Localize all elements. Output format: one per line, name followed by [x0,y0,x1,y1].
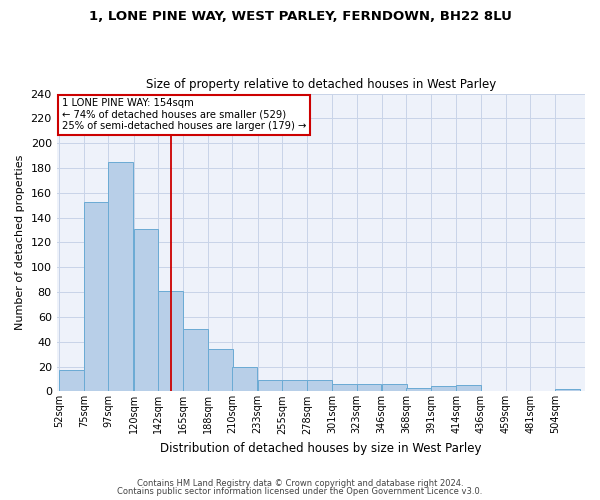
Bar [84,202,109,392]
Bar [406,388,431,392]
Text: Contains HM Land Registry data © Crown copyright and database right 2024.: Contains HM Land Registry data © Crown c… [137,478,463,488]
Bar [158,291,182,392]
Text: 1, LONE PINE WAY, WEST PARLEY, FERNDOWN, BH22 8LU: 1, LONE PINE WAY, WEST PARLEY, FERNDOWN,… [89,10,511,23]
Bar [356,384,382,392]
Bar [108,162,133,392]
Text: Contains public sector information licensed under the Open Government Licence v3: Contains public sector information licen… [118,487,482,496]
Bar [332,384,358,392]
Bar [307,380,332,392]
Bar [431,386,456,392]
Bar [556,389,580,392]
Title: Size of property relative to detached houses in West Parley: Size of property relative to detached ho… [146,78,496,91]
Bar [282,380,307,392]
Bar [59,370,84,392]
Bar [457,385,481,392]
Bar [183,330,208,392]
Bar [382,384,407,392]
Bar [232,366,257,392]
Bar [257,380,283,392]
Bar [208,349,233,392]
Y-axis label: Number of detached properties: Number of detached properties [15,155,25,330]
Text: 1 LONE PINE WAY: 154sqm
← 74% of detached houses are smaller (529)
25% of semi-d: 1 LONE PINE WAY: 154sqm ← 74% of detache… [62,98,307,131]
X-axis label: Distribution of detached houses by size in West Parley: Distribution of detached houses by size … [160,442,482,455]
Bar [134,229,158,392]
